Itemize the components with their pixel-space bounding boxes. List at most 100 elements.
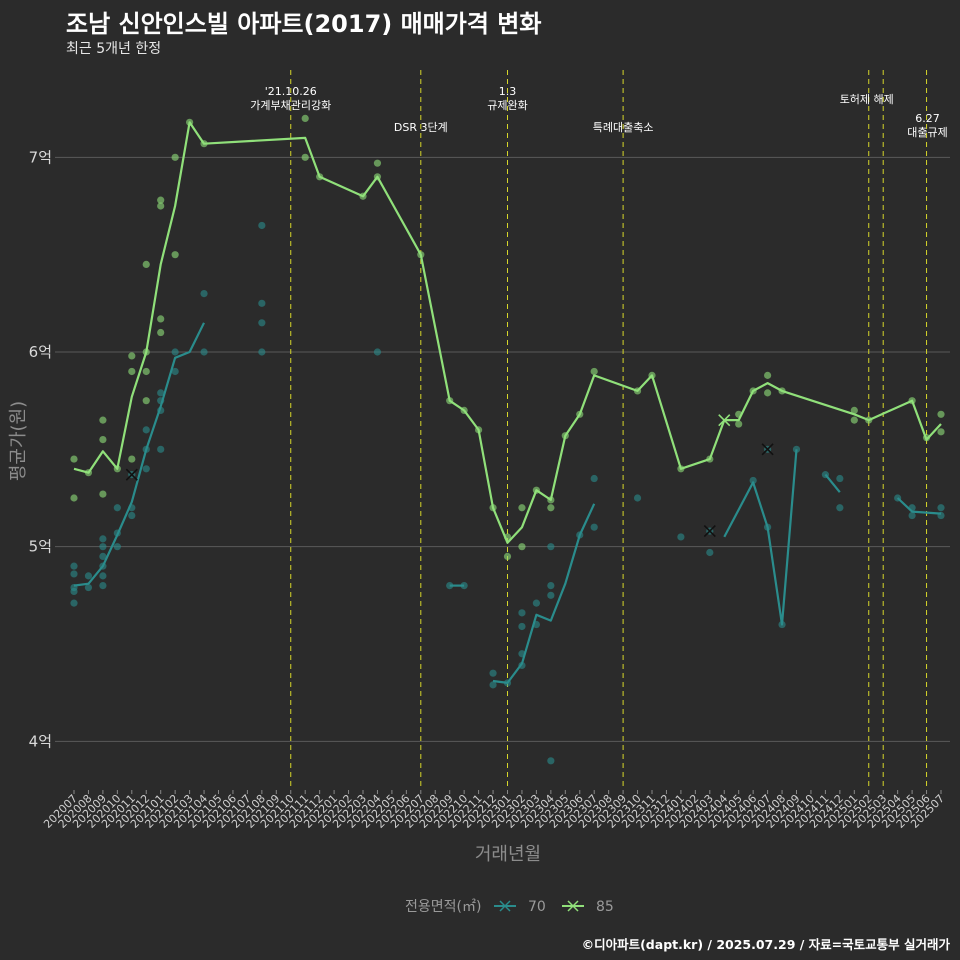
- data-point: [373, 348, 382, 356]
- legend-title: 전용면적(㎡): [405, 899, 481, 915]
- data-point: [128, 455, 136, 463]
- data-point: [70, 455, 78, 463]
- data-point: [547, 543, 555, 551]
- data-point: [764, 371, 772, 379]
- y-tick-label: 5억: [29, 538, 52, 556]
- cross-marker: [761, 443, 774, 456]
- cross-marker: [703, 525, 716, 538]
- data-point: [706, 548, 714, 557]
- data-point: [171, 367, 179, 376]
- cross-marker: [125, 468, 138, 481]
- y-tick-label: 7억: [29, 148, 52, 166]
- data-point: [157, 202, 165, 210]
- chart-subtitle: 최근 5개년 한정: [66, 41, 162, 57]
- series-line: [824, 473, 841, 493]
- data-point: [70, 599, 78, 607]
- data-point: [633, 494, 642, 502]
- series-line: [492, 503, 596, 684]
- data-point: [99, 543, 107, 551]
- legend-items: 70 85: [494, 899, 614, 915]
- data-point: [128, 511, 136, 520]
- event-lines: [290, 70, 928, 790]
- data-point: [590, 474, 598, 483]
- data-point: [836, 474, 844, 483]
- data-point: [301, 114, 309, 122]
- data-point: [590, 367, 598, 376]
- data-point: [99, 535, 107, 543]
- data-point: [171, 348, 179, 356]
- data-point: [128, 352, 136, 360]
- data-point: [142, 367, 150, 376]
- data-point: [547, 504, 555, 512]
- data-point: [99, 436, 107, 444]
- data-point: [373, 159, 382, 167]
- series-line: [723, 449, 798, 626]
- data-point: [489, 669, 497, 677]
- data-point: [70, 494, 78, 502]
- series-70: [70, 221, 945, 765]
- data-point: [70, 570, 78, 578]
- event-annotation: 규제완화: [487, 99, 527, 112]
- data-point: [258, 299, 266, 307]
- series-layer: [70, 114, 945, 765]
- data-point: [157, 196, 165, 204]
- series-line: [73, 322, 205, 587]
- data-point: [908, 511, 916, 520]
- data-point: [258, 221, 266, 230]
- data-point: [749, 476, 757, 485]
- event-annotation: DSR 3단계: [394, 121, 448, 134]
- data-point: [157, 445, 165, 453]
- data-point: [171, 251, 179, 259]
- data-point: [850, 416, 858, 424]
- data-point: [258, 319, 266, 327]
- legend-label: 70: [528, 899, 546, 915]
- data-point: [258, 348, 266, 356]
- legend-key-cross: [499, 900, 511, 912]
- data-point: [547, 757, 555, 765]
- legend-label: 85: [596, 899, 614, 915]
- x-tick-labels: 2020072020082020092020102020112020122021…: [41, 792, 947, 831]
- series-line: [73, 121, 942, 544]
- data-point: [937, 410, 945, 418]
- data-point: [70, 587, 78, 596]
- data-point: [518, 543, 526, 551]
- data-point: [142, 397, 150, 405]
- data-point: [677, 533, 685, 541]
- source-caption: ©디아파트(dapt.kr) / 2025.07.29 / 자료=국토교통부 실…: [581, 937, 950, 952]
- data-point: [836, 504, 844, 512]
- legend-item-70: 70: [494, 899, 546, 915]
- data-point: [142, 465, 150, 473]
- data-point: [590, 523, 598, 531]
- data-point: [518, 609, 526, 617]
- data-point: [99, 552, 107, 561]
- y-tick-label: 6억: [29, 343, 52, 361]
- data-point: [735, 420, 743, 428]
- data-point: [157, 315, 165, 323]
- x-axis-title: 거래년월: [475, 844, 541, 865]
- legend-key-cross: [567, 900, 579, 912]
- event-annotation: 대출규제: [907, 126, 947, 139]
- data-point: [937, 428, 945, 436]
- data-point: [200, 290, 208, 298]
- data-point: [532, 599, 541, 607]
- data-point: [99, 490, 107, 498]
- data-point: [99, 572, 107, 580]
- data-point: [142, 426, 150, 434]
- data-point: [200, 348, 208, 356]
- data-point: [460, 582, 468, 590]
- data-point: [764, 389, 772, 397]
- data-point: [171, 153, 179, 161]
- data-point: [850, 406, 858, 414]
- data-point: [518, 622, 526, 631]
- series-line: [896, 497, 942, 515]
- y-tick-label: 4억: [29, 732, 52, 750]
- legend: 전용면적(㎡) 70 85: [405, 899, 614, 915]
- data-point: [128, 367, 136, 376]
- event-annotation: '21.10.26: [265, 85, 317, 98]
- data-point: [503, 552, 512, 561]
- cross-marker: [718, 414, 731, 427]
- event-annotation: 특례대출축소: [593, 121, 654, 134]
- event-annotation: 6.27: [915, 112, 940, 125]
- event-annotation: 토허제 해제: [840, 92, 894, 106]
